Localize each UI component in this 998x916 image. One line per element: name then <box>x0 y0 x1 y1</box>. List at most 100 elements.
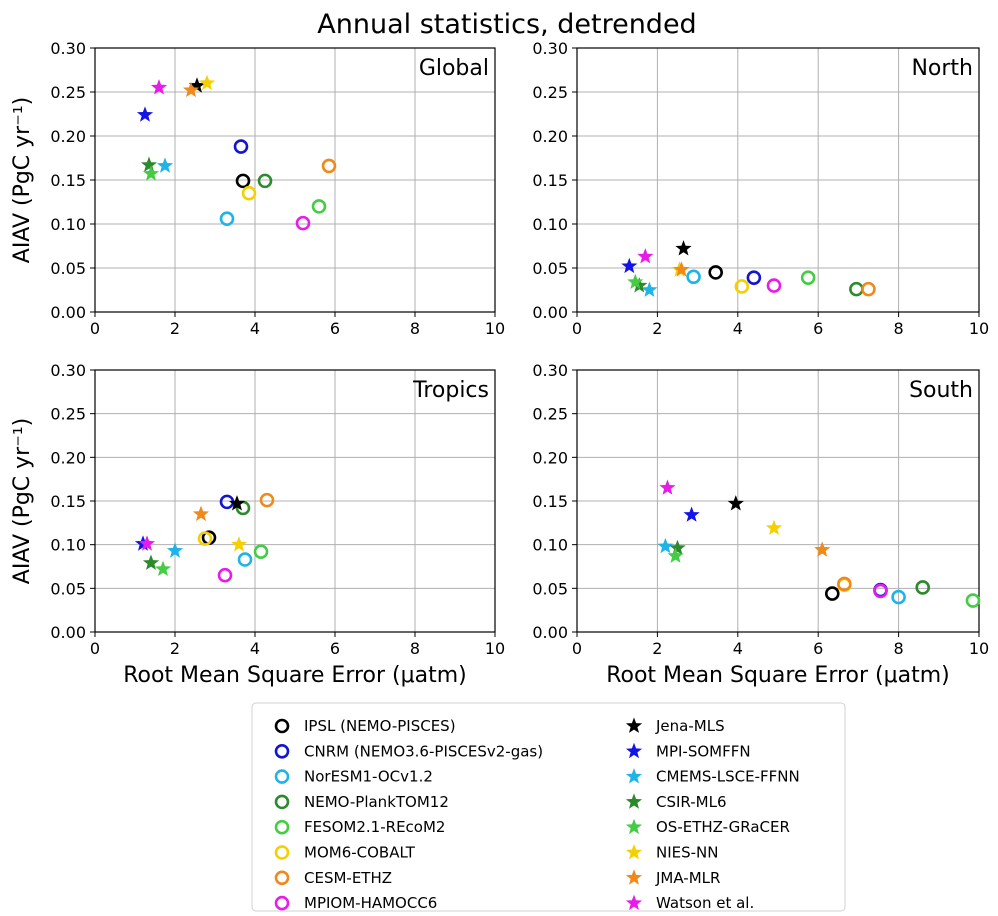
y-tick-label: 0.00 <box>532 303 568 322</box>
x-tick-label: 0 <box>572 319 582 338</box>
data-point-watson-et-al <box>659 479 676 495</box>
legend-label: MPIOM-HAMOCC6 <box>304 894 437 912</box>
legend-label: CESM-ETHZ <box>304 869 392 887</box>
data-point-cesm-ethz <box>321 158 337 174</box>
y-tick-label: 0.20 <box>532 127 568 146</box>
y-tick-label: 0.15 <box>50 171 86 190</box>
data-point-csir-ml6 <box>631 277 648 293</box>
legend-marker-star <box>625 844 643 860</box>
x-tick-label: 6 <box>330 319 340 338</box>
data-point-jena-mls <box>228 495 246 511</box>
legend-marker-circle <box>274 895 290 911</box>
data-point-mpiom-hamocc6 <box>766 278 782 293</box>
y-axis-label: AIAV (PgC yr⁻¹) <box>10 97 35 263</box>
x-tick-label: 10 <box>485 639 505 658</box>
data-point-noresm1-ocv1-2 <box>891 589 906 605</box>
x-tick-label: 2 <box>170 639 180 658</box>
panel-title: North <box>911 56 973 81</box>
legend-marker-circle <box>274 769 290 784</box>
y-tick-label: 0.00 <box>50 303 86 322</box>
y-tick-label: 0.20 <box>50 448 86 467</box>
data-point-cmems-lsce-ffnn <box>641 281 658 297</box>
panel-global: 0 2 4 6 8 10 0.00 0.05 0.10 0.15 0.20 0.25 0.30 Globa… <box>10 39 505 338</box>
data-point-os-ethz-gracer <box>667 547 684 563</box>
x-tick-label: 2 <box>170 319 180 338</box>
legend-label: CMEMS-LSCE-FFNN <box>656 768 800 786</box>
data-point-noresm1-ocv1-2 <box>237 552 253 567</box>
legend-label: FESOM2.1-REcoM2 <box>304 818 445 836</box>
panel-title: South <box>909 378 973 403</box>
x-tick-label: 2 <box>652 639 662 658</box>
legend-label: MPI-SOMFFN <box>656 742 751 760</box>
data-point-mom6-cobalt <box>241 185 257 201</box>
legend-label: Watson et al. <box>656 894 754 912</box>
data-point-mpiom-hamocc6 <box>873 583 888 599</box>
data-point-os-ethz-gracer <box>627 273 644 289</box>
x-tick-label: 4 <box>250 319 260 338</box>
x-tick-label: 10 <box>969 319 989 338</box>
x-axis-label: Root Mean Square Error (μatm) <box>606 663 950 688</box>
data-point-fesom2-1-recom2 <box>311 199 327 214</box>
panel-south: 0 2 4 6 8 10 0.00 0.05 0.10 0.15 0.20 0.25 0.30 South… <box>532 361 989 688</box>
data-point-csir-ml6 <box>142 554 160 570</box>
data-point-cesm-ethz <box>259 492 275 508</box>
legend-marker-star <box>625 742 643 759</box>
y-tick-label: 0.10 <box>532 215 568 234</box>
x-tick-label: 10 <box>485 319 505 338</box>
data-point-jena-mls <box>675 240 692 256</box>
panel-title: Tropics <box>412 378 489 403</box>
data-point-jena-mls <box>727 495 744 511</box>
x-tick-label: 2 <box>652 319 662 338</box>
data-point-fesom2-1-recom2 <box>253 544 269 559</box>
legend-marker-star <box>625 717 643 733</box>
legend: IPSL (NEMO-PISCES) CNRM (NEMO3.6-PISCESv2… <box>251 702 846 912</box>
data-point-nemo-planktom12 <box>915 580 931 595</box>
data-point-cesm-ethz <box>837 576 852 592</box>
panel-title: Global <box>419 56 489 81</box>
data-point-mom6-cobalt <box>197 531 213 546</box>
data-point-noresm1-ocv1-2 <box>219 211 235 227</box>
data-point-cnrm-nemo3-6-piscesv2-gas <box>233 139 249 154</box>
data-point-jma-mlr <box>182 81 200 98</box>
legend-label: NEMO-PlankTOM12 <box>304 793 449 811</box>
y-tick-label: 0.05 <box>50 259 86 278</box>
data-point-noresm1-ocv1-2 <box>686 269 701 285</box>
legend-marker-star <box>625 793 643 809</box>
figure-title: Annual statistics, detrended <box>317 9 696 40</box>
data-point-cmems-lsce-ffnn <box>166 542 184 558</box>
data-point-mpi-somffn <box>136 106 154 122</box>
data-point-fesom2-1-recom2 <box>965 593 981 608</box>
legend-marker-circle <box>274 819 290 835</box>
data-point-cmems-lsce-ffnn <box>156 157 174 173</box>
data-point-jma-mlr <box>814 541 831 557</box>
legend-marker-star <box>625 818 643 835</box>
x-tick-label: 4 <box>733 319 743 338</box>
data-point-watson-et-al <box>150 79 168 95</box>
data-point-nies-nn <box>765 519 783 535</box>
x-tick-label: 6 <box>813 639 823 658</box>
y-tick-label: 0.00 <box>532 623 568 642</box>
legend-label: JMA-MLR <box>655 869 720 887</box>
x-tick-label: 8 <box>410 639 420 658</box>
y-tick-label: 0.25 <box>50 405 86 424</box>
data-point-jma-mlr <box>673 261 690 277</box>
data-point-mpi-somffn <box>683 506 700 522</box>
x-tick-label: 4 <box>250 639 260 658</box>
y-tick-label: 0.05 <box>532 579 568 598</box>
data-point-fesom2-1-recom2 <box>800 270 816 285</box>
y-tick-label: 0.10 <box>50 215 86 234</box>
legend-marker-star <box>625 894 643 910</box>
y-axis-label: AIAV (PgC yr⁻¹) <box>10 418 35 584</box>
legend-label: MOM6-COBALT <box>304 844 416 862</box>
y-tick-label: 0.20 <box>532 448 568 467</box>
data-point-jma-mlr <box>192 505 210 521</box>
y-tick-label: 0.15 <box>50 492 86 511</box>
y-tick-label: 0.05 <box>532 259 568 278</box>
data-point-ipsl-nemo-pisces <box>708 265 723 280</box>
data-point-cmems-lsce-ffnn <box>657 537 674 554</box>
panel-north: 0 2 4 6 8 10 0.00 0.05 0.10 0.15 0.20 0.25 0.30 North <box>532 39 989 338</box>
legend-label: OS-ETHZ-GRaCER <box>656 818 790 836</box>
y-tick-label: 0.05 <box>50 579 86 598</box>
legend-marker-circle <box>274 870 290 886</box>
